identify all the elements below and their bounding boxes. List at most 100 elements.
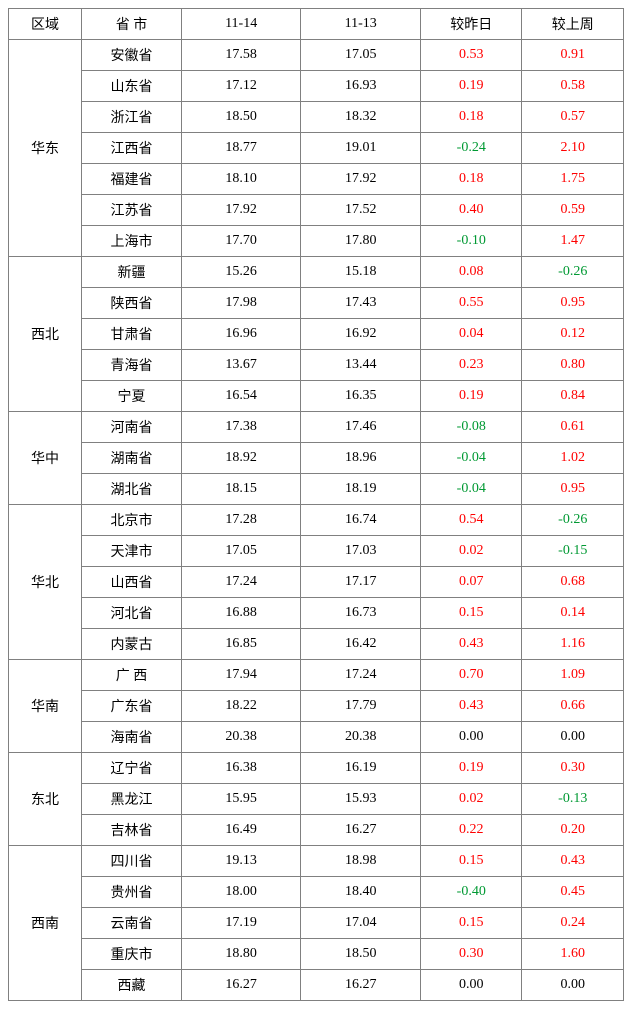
region-cell: 东北 <box>9 753 82 846</box>
region-cell: 华南 <box>9 660 82 753</box>
province-cell: 云南省 <box>82 908 182 939</box>
delta-day-cell: 0.23 <box>421 350 522 381</box>
delta-week-cell: 1.09 <box>522 660 624 691</box>
province-cell: 广东省 <box>82 691 182 722</box>
value1-cell: 17.12 <box>181 71 301 102</box>
value1-cell: 18.92 <box>181 443 301 474</box>
delta-week-cell: 0.91 <box>522 40 624 71</box>
value1-cell: 18.50 <box>181 102 301 133</box>
delta-day-cell: -0.40 <box>421 877 522 908</box>
delta-day-cell: 0.43 <box>421 691 522 722</box>
delta-day-cell: -0.10 <box>421 226 522 257</box>
table-row: 华北北京市17.2816.740.54-0.26 <box>9 505 624 536</box>
delta-day-cell: 0.55 <box>421 288 522 319</box>
delta-week-cell: 2.10 <box>522 133 624 164</box>
province-cell: 上海市 <box>82 226 182 257</box>
table-row: 上海市17.7017.80-0.101.47 <box>9 226 624 257</box>
delta-week-cell: 0.24 <box>522 908 624 939</box>
delta-week-cell: 0.14 <box>522 598 624 629</box>
value2-cell: 16.92 <box>301 319 421 350</box>
value1-cell: 19.13 <box>181 846 301 877</box>
value1-cell: 17.92 <box>181 195 301 226</box>
delta-week-cell: 0.68 <box>522 567 624 598</box>
value2-cell: 16.93 <box>301 71 421 102</box>
region-cell: 西北 <box>9 257 82 412</box>
value2-cell: 18.50 <box>301 939 421 970</box>
delta-week-cell: 1.75 <box>522 164 624 195</box>
delta-day-cell: 0.30 <box>421 939 522 970</box>
value2-cell: 16.19 <box>301 753 421 784</box>
value2-cell: 18.32 <box>301 102 421 133</box>
delta-day-cell: 0.07 <box>421 567 522 598</box>
table-row: 华中河南省17.3817.46-0.080.61 <box>9 412 624 443</box>
col-vs-yesterday: 较昨日 <box>421 9 522 40</box>
table-row: 广东省18.2217.790.430.66 <box>9 691 624 722</box>
delta-week-cell: 0.30 <box>522 753 624 784</box>
table-row: 重庆市18.8018.500.301.60 <box>9 939 624 970</box>
delta-week-cell: 0.43 <box>522 846 624 877</box>
value2-cell: 15.93 <box>301 784 421 815</box>
delta-day-cell: -0.08 <box>421 412 522 443</box>
table-row: 内蒙古16.8516.420.431.16 <box>9 629 624 660</box>
delta-day-cell: 0.43 <box>421 629 522 660</box>
value2-cell: 17.04 <box>301 908 421 939</box>
value2-cell: 20.38 <box>301 722 421 753</box>
table-row: 西南四川省19.1318.980.150.43 <box>9 846 624 877</box>
province-cell: 江苏省 <box>82 195 182 226</box>
table-row: 贵州省18.0018.40-0.400.45 <box>9 877 624 908</box>
delta-day-cell: 0.02 <box>421 784 522 815</box>
value2-cell: 18.19 <box>301 474 421 505</box>
value2-cell: 16.27 <box>301 970 421 1001</box>
table-row: 青海省13.6713.440.230.80 <box>9 350 624 381</box>
table-row: 西藏16.2716.270.000.00 <box>9 970 624 1001</box>
value2-cell: 18.96 <box>301 443 421 474</box>
delta-day-cell: 0.08 <box>421 257 522 288</box>
table-row: 甘肃省16.9616.920.040.12 <box>9 319 624 350</box>
value2-cell: 17.17 <box>301 567 421 598</box>
table-row: 华南广 西17.9417.240.701.09 <box>9 660 624 691</box>
province-cell: 青海省 <box>82 350 182 381</box>
province-cell: 陕西省 <box>82 288 182 319</box>
delta-day-cell: -0.24 <box>421 133 522 164</box>
province-cell: 江西省 <box>82 133 182 164</box>
value2-cell: 16.27 <box>301 815 421 846</box>
delta-week-cell: 0.57 <box>522 102 624 133</box>
province-cell: 北京市 <box>82 505 182 536</box>
table-row: 湖南省18.9218.96-0.041.02 <box>9 443 624 474</box>
delta-day-cell: 0.15 <box>421 908 522 939</box>
value2-cell: 18.40 <box>301 877 421 908</box>
table-row: 吉林省16.4916.270.220.20 <box>9 815 624 846</box>
value1-cell: 16.96 <box>181 319 301 350</box>
delta-week-cell: 0.84 <box>522 381 624 412</box>
table-row: 黑龙江15.9515.930.02-0.13 <box>9 784 624 815</box>
value2-cell: 13.44 <box>301 350 421 381</box>
delta-day-cell: 0.19 <box>421 381 522 412</box>
delta-week-cell: 0.80 <box>522 350 624 381</box>
delta-day-cell: -0.04 <box>421 474 522 505</box>
value2-cell: 17.46 <box>301 412 421 443</box>
province-cell: 宁夏 <box>82 381 182 412</box>
table-row: 天津市17.0517.030.02-0.15 <box>9 536 624 567</box>
province-cell: 重庆市 <box>82 939 182 970</box>
value2-cell: 19.01 <box>301 133 421 164</box>
value1-cell: 16.88 <box>181 598 301 629</box>
region-cell: 西南 <box>9 846 82 1001</box>
value2-cell: 17.24 <box>301 660 421 691</box>
table-row: 西北新疆15.2615.180.08-0.26 <box>9 257 624 288</box>
value1-cell: 15.95 <box>181 784 301 815</box>
province-cell: 河北省 <box>82 598 182 629</box>
value2-cell: 17.92 <box>301 164 421 195</box>
province-cell: 山东省 <box>82 71 182 102</box>
province-cell: 天津市 <box>82 536 182 567</box>
province-cell: 西藏 <box>82 970 182 1001</box>
province-cell: 吉林省 <box>82 815 182 846</box>
delta-week-cell: 0.20 <box>522 815 624 846</box>
value2-cell: 17.79 <box>301 691 421 722</box>
value1-cell: 16.85 <box>181 629 301 660</box>
province-cell: 山西省 <box>82 567 182 598</box>
value1-cell: 17.28 <box>181 505 301 536</box>
value1-cell: 17.38 <box>181 412 301 443</box>
province-cell: 内蒙古 <box>82 629 182 660</box>
delta-day-cell: -0.04 <box>421 443 522 474</box>
col-vs-lastweek: 较上周 <box>522 9 624 40</box>
